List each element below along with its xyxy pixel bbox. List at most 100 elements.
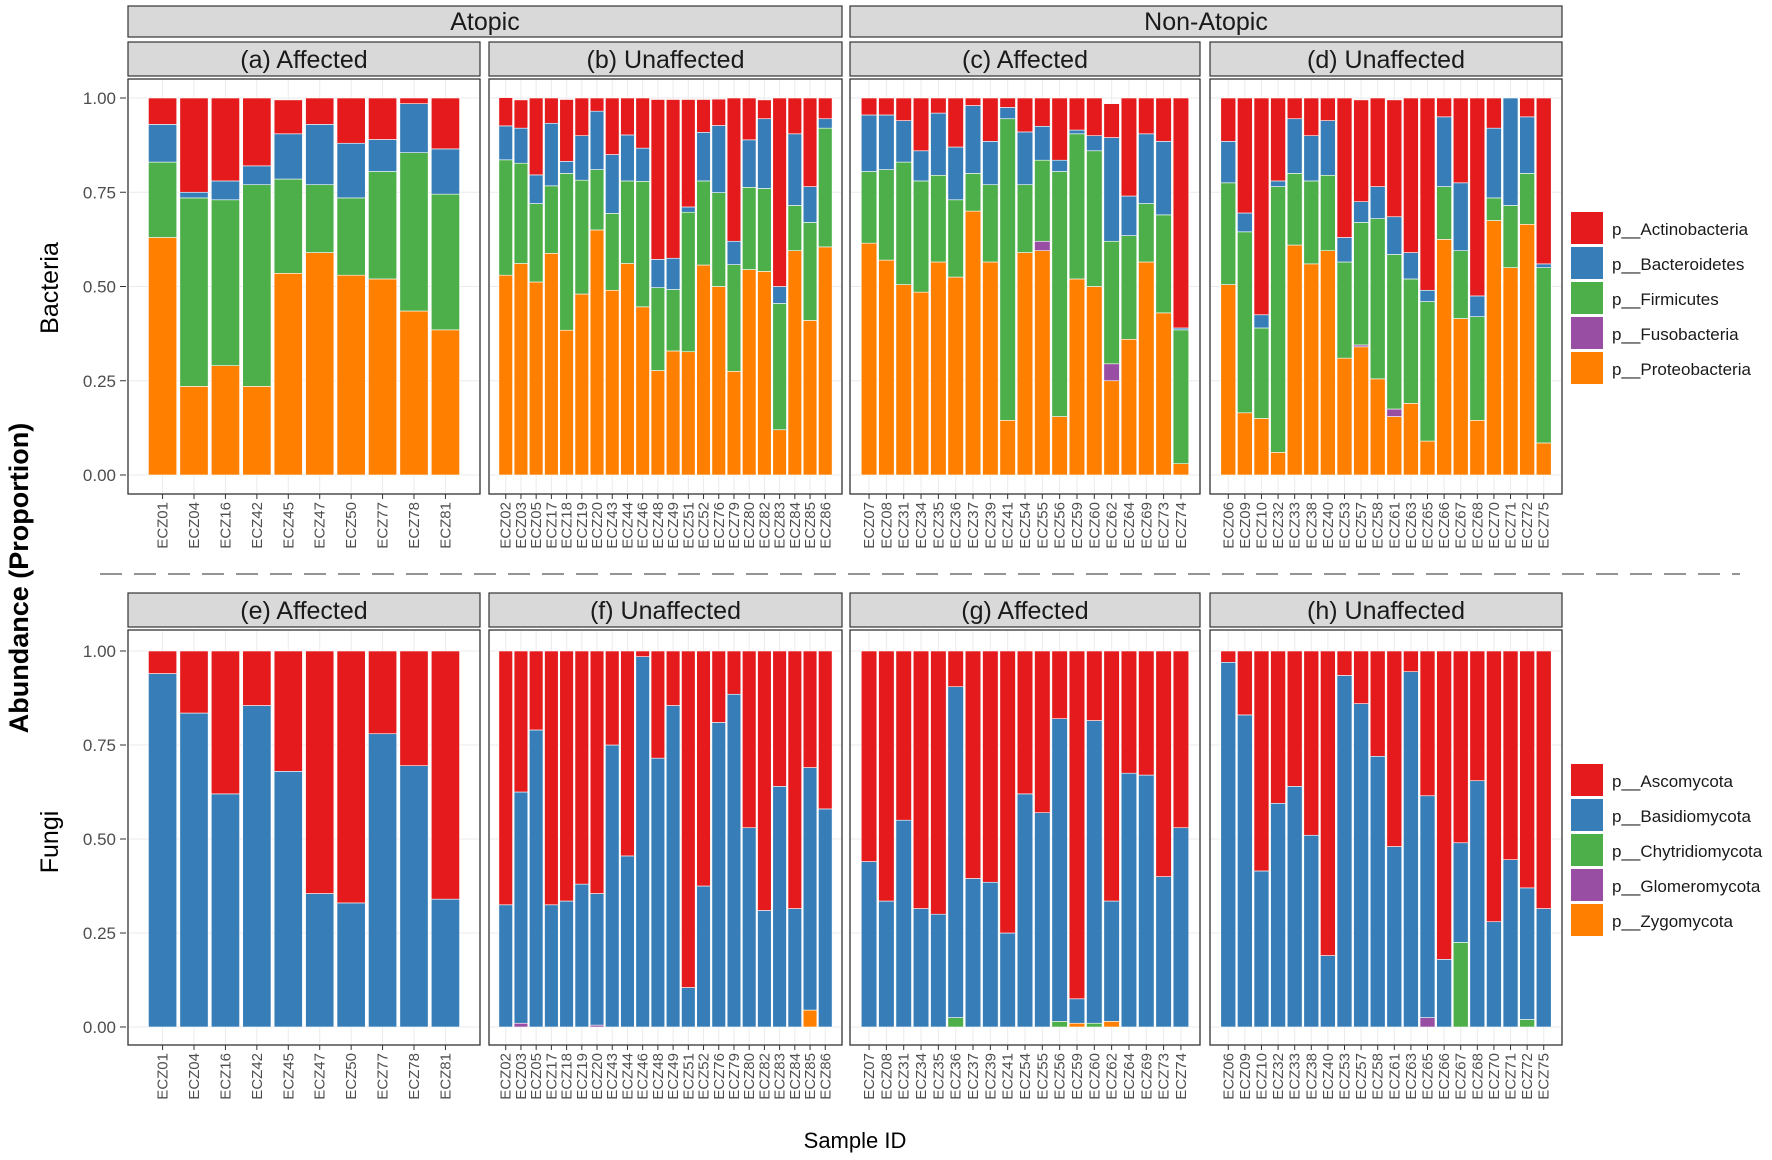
bar-segment-ascomycota <box>1436 650 1452 960</box>
bar-segment-ascomycota <box>964 650 982 879</box>
x-tick-label: ECZ43 <box>604 502 621 549</box>
facet-strip <box>849 41 1201 77</box>
bar-segment-bacteroidetes <box>430 148 460 195</box>
bar-segment-proteobacteria <box>620 263 635 476</box>
bar-segment-bacteroidetes <box>982 141 999 186</box>
bar-segment-actinobacteria <box>589 97 605 112</box>
bar-segment-ascomycota <box>513 650 529 793</box>
bar-segment-actinobacteria <box>696 99 711 133</box>
bar-segment-bacteroidetes <box>589 110 605 170</box>
bar-segment-basidiomycota <box>665 705 681 1028</box>
bar-segment-ascomycota <box>1051 650 1068 719</box>
bar-segment-basidiomycota <box>696 885 711 1028</box>
bar-segment-actinobacteria <box>1369 97 1386 187</box>
bar-segment-firmicutes <box>1303 180 1320 265</box>
bar-segment-actinobacteria <box>1086 97 1103 137</box>
x-tick-label: ECZ55 <box>1034 1053 1051 1100</box>
bar-segment-firmicutes <box>1369 218 1386 380</box>
bar-segment-proteobacteria <box>802 320 818 476</box>
bar-segment-firmicutes <box>772 303 787 431</box>
x-tick-label: ECZ05 <box>528 502 545 549</box>
y-tick-label: 0.75 <box>83 736 116 755</box>
bar-segment-firmicutes <box>242 184 272 387</box>
bar-segment-proteobacteria <box>650 370 666 476</box>
x-tick-label: ECZ08 <box>878 1053 895 1100</box>
x-tick-label: ECZ01 <box>155 1053 172 1100</box>
bar-segment-bacteroidetes <box>726 240 742 265</box>
x-tick-label: ECZ45 <box>280 1053 297 1100</box>
bar-segment-firmicutes <box>878 169 895 261</box>
bar-segment-ascomycota <box>179 650 209 714</box>
bar-segment-bacteroidetes <box>1519 116 1535 174</box>
bar-segment-proteobacteria <box>635 306 650 476</box>
x-tick-label: ECZ32 <box>1270 502 1287 549</box>
bar-segment-ascomycota <box>1419 650 1436 797</box>
bar-segment-bacteroidetes <box>1103 137 1120 242</box>
bar-segment-firmicutes <box>742 187 757 270</box>
bar-segment-actinobacteria <box>912 97 930 152</box>
bar-segment-proteobacteria <box>1386 416 1403 476</box>
bar-segment-firmicutes <box>1469 316 1486 421</box>
bar-segment-actinobacteria <box>1336 97 1353 238</box>
bar-segment-fusobacteria <box>1034 240 1051 251</box>
bar-segment-bacteroidetes <box>210 180 240 201</box>
bar-segment-zygomycota <box>1103 1021 1120 1028</box>
x-tick-label: ECZ18 <box>559 1053 576 1100</box>
facet-title: (d) Unaffected <box>1307 46 1465 74</box>
facet-strip <box>488 41 843 77</box>
bar-segment-actinobacteria <box>1286 97 1303 120</box>
x-tick-label: ECZ64 <box>1121 502 1138 549</box>
facet-title: (a) Affected <box>240 46 367 74</box>
bar-segment-actinobacteria <box>513 99 529 129</box>
bar-segment-basidiomycota <box>1336 675 1353 1028</box>
bar-segment-basidiomycota <box>1086 720 1103 1024</box>
bar-segment-basidiomycota <box>772 786 787 1028</box>
bar-segment-ascomycota <box>1353 650 1369 704</box>
y-tick-label: 0.25 <box>83 372 116 391</box>
bar-segment-basidiomycota <box>1353 703 1369 1028</box>
x-tick-label: ECZ61 <box>1386 502 1403 549</box>
x-tick-label: ECZ47 <box>312 502 329 549</box>
x-tick-label: ECZ85 <box>802 502 819 549</box>
y-tick-label: 0.75 <box>83 183 116 202</box>
x-tick-label: ECZ34 <box>913 1053 930 1100</box>
bar-segment-basidiomycota <box>757 910 772 1028</box>
bar-segment-bacteroidetes <box>681 206 696 213</box>
bar-segment-bacteroidetes <box>1320 120 1336 176</box>
bar-segment-firmicutes <box>818 127 833 248</box>
x-tick-label: ECZ42 <box>249 502 266 549</box>
y-tick-label: 0.00 <box>83 1018 116 1037</box>
bar-segment-proteobacteria <box>912 291 930 476</box>
row-label-fungi: Fungi <box>36 811 64 874</box>
bar-segment-bacteroidetes <box>574 135 589 181</box>
bar-segment-actinobacteria <box>650 99 666 260</box>
bar-segment-actinobacteria <box>1138 97 1155 135</box>
legend-label: p__Firmicutes <box>1612 290 1719 309</box>
bar-segment-actinobacteria <box>1386 99 1403 218</box>
bar-segment-ascomycota <box>1270 650 1286 804</box>
x-tick-label: ECZ60 <box>1086 502 1103 549</box>
bar-segment-ascomycota <box>1237 650 1253 716</box>
bar-segment-bacteroidetes <box>305 124 335 186</box>
bar-segment-bacteroidetes <box>1535 263 1552 268</box>
bar-segment-actinobacteria <box>336 97 366 144</box>
bar-segment-firmicutes <box>711 192 726 287</box>
x-tick-label: ECZ80 <box>741 502 758 549</box>
bar-segment-firmicutes <box>1172 329 1190 464</box>
x-tick-label: ECZ74 <box>1173 1053 1190 1100</box>
x-tick-label: ECZ42 <box>249 1053 266 1100</box>
bar-segment-bacteroidetes <box>1419 289 1436 302</box>
x-tick-label: ECZ80 <box>741 1053 758 1100</box>
bar-segment-proteobacteria <box>947 276 964 476</box>
x-tick-label: ECZ36 <box>948 502 965 549</box>
x-tick-label: ECZ67 <box>1453 502 1470 549</box>
bar-segment-proteobacteria <box>964 210 982 476</box>
legend-label: p__Glomeromycota <box>1612 877 1761 896</box>
bar-segment-ascomycota <box>529 650 544 731</box>
bar-segment-proteobacteria <box>210 365 240 476</box>
x-tick-label: ECZ85 <box>802 1053 819 1100</box>
bar-segment-firmicutes <box>1138 203 1155 263</box>
x-tick-label: ECZ62 <box>1104 502 1121 549</box>
bar-segment-firmicutes <box>1016 184 1034 253</box>
bar-segment-basidiomycota <box>1403 671 1419 1028</box>
